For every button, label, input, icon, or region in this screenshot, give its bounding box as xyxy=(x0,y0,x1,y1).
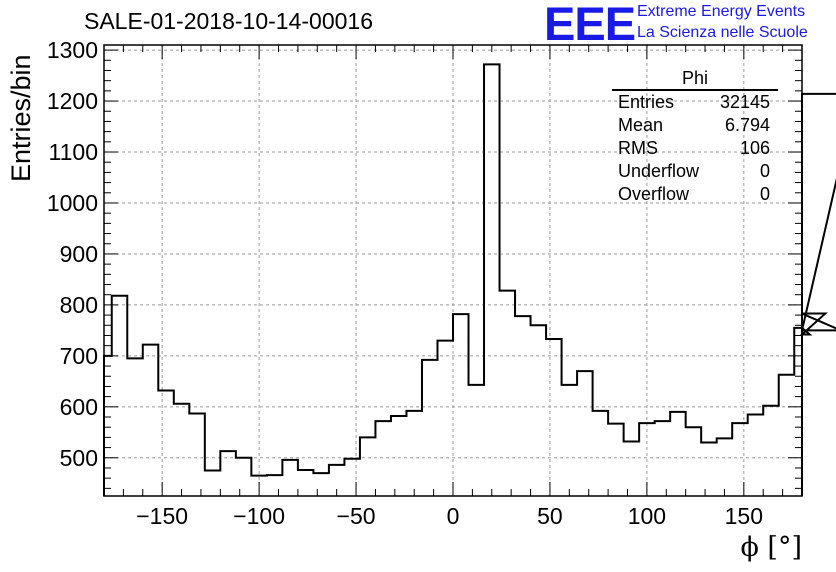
x-tick-label: 50 xyxy=(537,503,563,529)
histogram-bin xyxy=(577,371,593,496)
eee-logo: EEE xyxy=(544,0,636,50)
histogram-bin xyxy=(313,473,329,496)
y-tick-label: 1200 xyxy=(47,88,98,114)
histogram-bin xyxy=(624,441,640,496)
stats-label: Underflow xyxy=(618,161,700,181)
histogram-bin xyxy=(143,345,159,496)
x-tick-label: 150 xyxy=(725,503,763,529)
x-tick-label: 0 xyxy=(447,503,460,529)
x-axis-label: ϕ [°] xyxy=(740,532,802,563)
histogram-bin xyxy=(267,475,283,496)
y-tick-label: 800 xyxy=(60,292,98,318)
stats-row-entries: Entries 32145 xyxy=(610,91,778,114)
y-tick-label: 1000 xyxy=(47,190,98,216)
logo-line-1: Extreme Energy Events xyxy=(637,3,806,20)
histogram-bin xyxy=(670,412,686,496)
histogram-bin xyxy=(205,471,221,496)
stats-label: Entries xyxy=(618,92,675,112)
stats-row-mean: Mean 6.794 xyxy=(610,114,778,137)
histogram-bin xyxy=(391,416,407,496)
histogram-bin xyxy=(453,314,469,496)
stats-row-rms: RMS 106 xyxy=(610,137,778,160)
histogram-bin xyxy=(701,442,717,496)
histogram-bin xyxy=(127,358,143,496)
logo-line-2: La Scienza nelle Scuole xyxy=(637,24,808,41)
histogram-bin xyxy=(562,385,578,496)
stats-value: 106 xyxy=(739,138,770,158)
stats-value: 32145 xyxy=(719,92,770,112)
chart-title: SALE-01-2018-10-14-00016 xyxy=(84,8,373,34)
x-tick-label: −100 xyxy=(233,503,285,529)
histogram-bin xyxy=(593,411,609,496)
x-tick-label: −150 xyxy=(136,503,188,529)
histogram-bin xyxy=(686,427,702,496)
y-tick-label: 600 xyxy=(60,394,98,420)
stats-row-underflow: Underflow 0 xyxy=(610,160,778,183)
histogram-bin xyxy=(484,64,500,496)
stats-box: Phi Entries 32145 Mean 6.794 RMS 106 Und… xyxy=(610,68,778,206)
stats-row-overflow: Overflow 0 xyxy=(610,183,778,206)
histogram-bin xyxy=(794,328,802,496)
histogram-bin xyxy=(608,424,624,496)
x-tick-label: 100 xyxy=(628,503,666,529)
stats-value: 6.794 xyxy=(724,115,770,135)
histogram-bin xyxy=(469,385,485,496)
x-tick-label: −50 xyxy=(337,503,376,529)
histogram-bin xyxy=(220,451,236,496)
histogram-bin xyxy=(717,438,733,496)
histogram-bin xyxy=(515,316,531,496)
histogram-bin xyxy=(732,423,748,496)
y-tick-label: 1300 xyxy=(47,37,98,63)
histogram-bin xyxy=(406,411,422,496)
histogram-bin xyxy=(763,406,779,496)
y-tick-label: 1100 xyxy=(49,139,98,165)
stats-label: Mean xyxy=(618,115,664,135)
stats-title: Phi xyxy=(612,68,778,91)
histogram-bin xyxy=(655,421,671,496)
histogram-bin xyxy=(779,375,795,496)
y-tick-label: 700 xyxy=(60,343,98,369)
histogram-bin xyxy=(748,414,764,496)
histogram-bin xyxy=(344,459,360,496)
histogram-bin xyxy=(174,404,190,496)
histogram-bin xyxy=(282,460,298,496)
histogram-bin xyxy=(104,356,112,496)
histogram-outline xyxy=(103,63,836,496)
histogram-bin xyxy=(236,458,252,496)
histogram-bin xyxy=(422,360,438,496)
histogram-bin xyxy=(546,339,562,496)
histogram-bin xyxy=(375,421,391,496)
y-axis-label: Entries/bin xyxy=(6,54,36,182)
histogram-bin xyxy=(360,437,376,496)
histogram-bin xyxy=(531,325,547,496)
histogram-bin xyxy=(189,413,205,496)
histogram-bin xyxy=(112,296,128,496)
stats-value: 0 xyxy=(759,161,770,181)
stats-label: RMS xyxy=(618,138,658,158)
histogram-bin xyxy=(437,341,453,496)
stats-label: Overflow xyxy=(618,184,690,204)
histogram-bin xyxy=(500,291,516,496)
y-tick-label: 500 xyxy=(60,445,98,471)
stats-value: 0 xyxy=(759,184,770,204)
y-tick-label: 900 xyxy=(60,241,98,267)
histogram-bin xyxy=(298,470,314,496)
